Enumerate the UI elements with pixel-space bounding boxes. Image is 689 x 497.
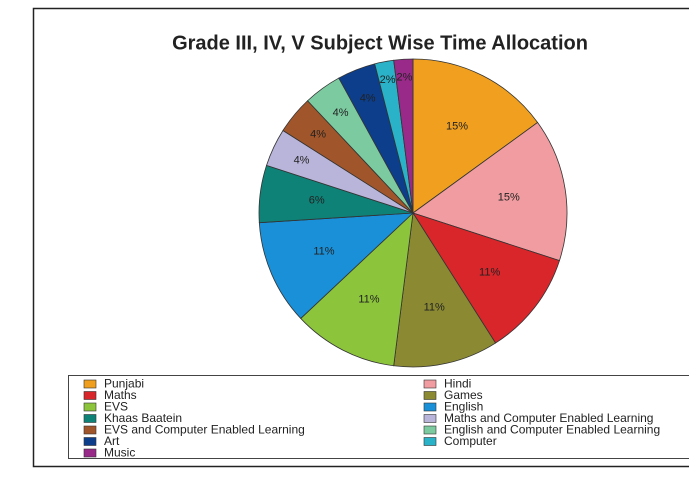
value-label: 4% [310, 128, 326, 140]
value-label: 6% [309, 195, 325, 207]
legend-swatch [423, 391, 437, 400]
frame [32, 7, 689, 468]
value-label: 4% [360, 92, 376, 104]
legend-label: Hindi [444, 377, 471, 391]
value-label: 11% [424, 302, 445, 314]
legend-label: English and Computer Enabled Learning [444, 423, 660, 437]
pie-slice [258, 212, 415, 319]
legend-label: Khaas Baatein [104, 411, 182, 425]
legend-swatch [423, 437, 437, 446]
value-label: 11% [358, 293, 379, 305]
legend-label: Art [104, 434, 120, 448]
legend-swatch [83, 414, 97, 423]
value-label: 15% [446, 120, 468, 132]
legend-box [68, 375, 689, 459]
legend-label: English [444, 400, 483, 414]
pie-slice [393, 211, 497, 368]
legend-swatch [83, 448, 97, 458]
legend-swatch [83, 379, 97, 389]
legend-label: Music [104, 446, 135, 460]
value-label: 2% [380, 74, 396, 86]
pie-slice [393, 58, 414, 214]
legend-label: Maths and Computer Enabled Learning [444, 411, 653, 425]
legend-swatch [83, 402, 97, 412]
value-label: 4% [294, 154, 310, 166]
pie-slice [300, 211, 414, 367]
legend-swatch [423, 402, 437, 412]
value-label: 2% [397, 72, 413, 84]
value-label: 4% [333, 107, 349, 119]
value-label: 11% [479, 266, 500, 278]
legend-swatch [423, 425, 437, 435]
pie-slice [412, 58, 539, 214]
legend-swatch [83, 391, 97, 400]
pie-slice [412, 121, 568, 262]
chart-title: Grade III, IV, V Subject Wise Time Alloc… [172, 32, 588, 54]
legend-swatch [83, 437, 97, 446]
legend-label: EVS [104, 400, 128, 414]
pie-slice [412, 212, 560, 344]
value-label: 11% [313, 245, 334, 257]
legend-label: Games [444, 388, 483, 402]
legend-label: EVS and Computer Enabled Learning [104, 423, 305, 437]
legend-label: Punjabi [104, 377, 144, 391]
legend-swatch [83, 425, 97, 435]
value-label: 15% [498, 192, 520, 204]
legend-label: Computer [444, 434, 497, 448]
legend-swatch [423, 379, 437, 389]
legend-swatch [423, 414, 437, 423]
legend-label: Maths [104, 388, 137, 402]
